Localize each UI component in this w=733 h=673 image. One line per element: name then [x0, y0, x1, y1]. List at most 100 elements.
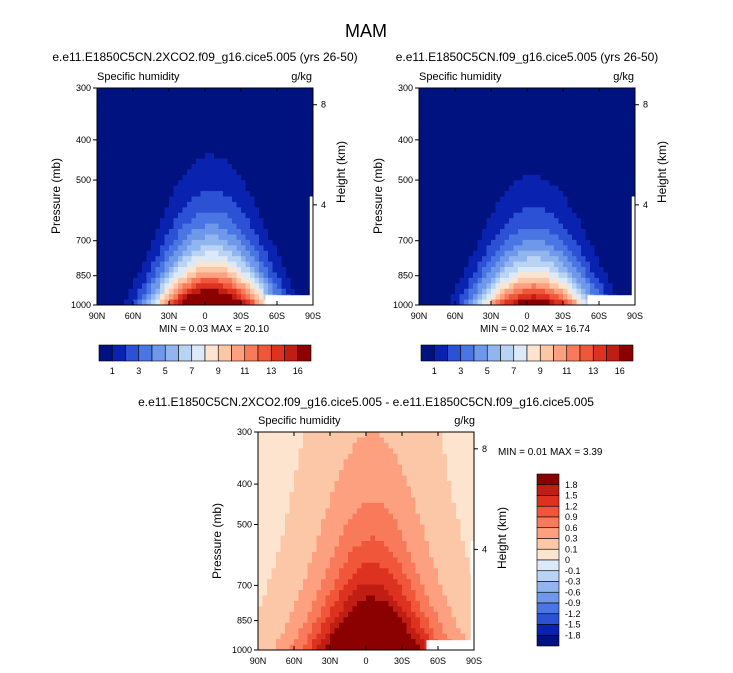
contour-cell	[267, 486, 272, 493]
contour-cell	[477, 169, 483, 176]
contour-cell	[146, 136, 152, 143]
contour-cell	[263, 174, 269, 181]
contour-cell	[106, 299, 111, 306]
contour-cell	[182, 163, 188, 170]
contour-cell	[406, 481, 412, 487]
contour-cell	[486, 136, 492, 143]
contour-cell	[469, 508, 475, 515]
contour-cell	[214, 223, 219, 230]
contour-cell	[236, 234, 242, 241]
contour-cell	[531, 207, 537, 214]
contour-cell	[241, 88, 246, 94]
contour-cell	[612, 142, 618, 149]
contour-cell	[549, 191, 555, 197]
contour-cell	[437, 234, 442, 241]
contour-cell	[357, 513, 362, 520]
contour-cell	[581, 115, 586, 121]
contour-cell	[361, 530, 367, 536]
contour-cell	[393, 513, 398, 520]
contour-cell	[603, 88, 609, 94]
contour-cell	[468, 142, 474, 149]
contour-cell	[626, 88, 631, 94]
contour-cell	[432, 147, 438, 154]
contour-cell	[160, 125, 165, 132]
contour-cell	[124, 185, 129, 192]
contour-cell	[612, 283, 618, 290]
contour-cell	[424, 508, 430, 515]
contour-cell	[250, 218, 255, 225]
contour-cell	[280, 497, 286, 504]
contour-cell	[295, 196, 300, 203]
contour-cell	[599, 283, 604, 290]
contour-cell	[182, 131, 188, 138]
contour-cell	[590, 185, 595, 192]
contour-cell	[460, 524, 466, 531]
contour-cell	[509, 223, 514, 230]
contour-cell	[482, 288, 487, 295]
contour-cell	[442, 530, 448, 536]
contour-cell	[424, 464, 430, 471]
contour-cell	[549, 229, 555, 235]
y-tick-label: 400	[398, 135, 413, 145]
contour-cell	[232, 283, 237, 290]
contour-cell	[536, 256, 541, 263]
contour-cell	[581, 88, 586, 94]
contour-cell	[178, 283, 183, 290]
contour-cell	[500, 169, 505, 176]
contour-cell	[446, 131, 451, 138]
contour-cell	[594, 93, 600, 100]
contour-cell	[621, 142, 627, 149]
contour-cell	[572, 234, 577, 241]
contour-cell	[531, 299, 537, 306]
contour-cell	[518, 120, 523, 127]
contour-cell	[441, 120, 447, 127]
contour-cell	[146, 267, 152, 273]
contour-cell	[617, 212, 622, 219]
contour-cell	[214, 185, 219, 192]
contour-cell	[299, 93, 305, 100]
contour-cell	[468, 158, 474, 165]
contour-cell	[200, 93, 206, 100]
contour-cell	[339, 475, 344, 482]
contour-cell	[447, 448, 452, 455]
contour-cell	[393, 481, 398, 487]
contour-cell	[316, 481, 322, 487]
contour-cell	[173, 169, 179, 176]
contour-cell	[142, 158, 147, 165]
contour-cell	[509, 163, 514, 170]
contour-cell	[594, 267, 600, 273]
contour-cell	[527, 277, 532, 284]
contour-cell	[513, 218, 519, 225]
contour-cell	[366, 535, 371, 542]
contour-cell	[263, 185, 269, 192]
contour-cell	[419, 223, 424, 230]
contour-cell	[259, 88, 264, 94]
contour-cell	[164, 218, 170, 225]
contour-cell	[393, 541, 398, 547]
contour-cell	[612, 261, 618, 268]
contour-cell	[160, 185, 165, 192]
contour-cell	[384, 475, 389, 482]
contour-cell	[128, 93, 134, 100]
contour-cell	[137, 169, 143, 176]
contour-cell	[450, 207, 456, 214]
contour-cell	[308, 109, 314, 116]
contour-cell	[272, 288, 278, 295]
contour-cell	[554, 288, 559, 295]
contour-cell	[316, 530, 322, 536]
contour-cell	[375, 442, 380, 449]
contour-cell	[155, 201, 161, 208]
contour-cell	[137, 109, 143, 116]
contour-cell	[343, 464, 349, 471]
contour-cell	[173, 174, 179, 181]
contour-cell	[495, 120, 501, 127]
contour-cell	[608, 131, 613, 138]
contour-cell	[406, 502, 412, 509]
contour-cell	[106, 147, 111, 154]
contour-cell	[142, 201, 147, 208]
contour-cell	[281, 207, 287, 214]
contour-cell	[254, 180, 260, 187]
contour-cell	[518, 136, 523, 143]
contour-cell	[576, 142, 582, 149]
contour-cell	[603, 283, 609, 290]
